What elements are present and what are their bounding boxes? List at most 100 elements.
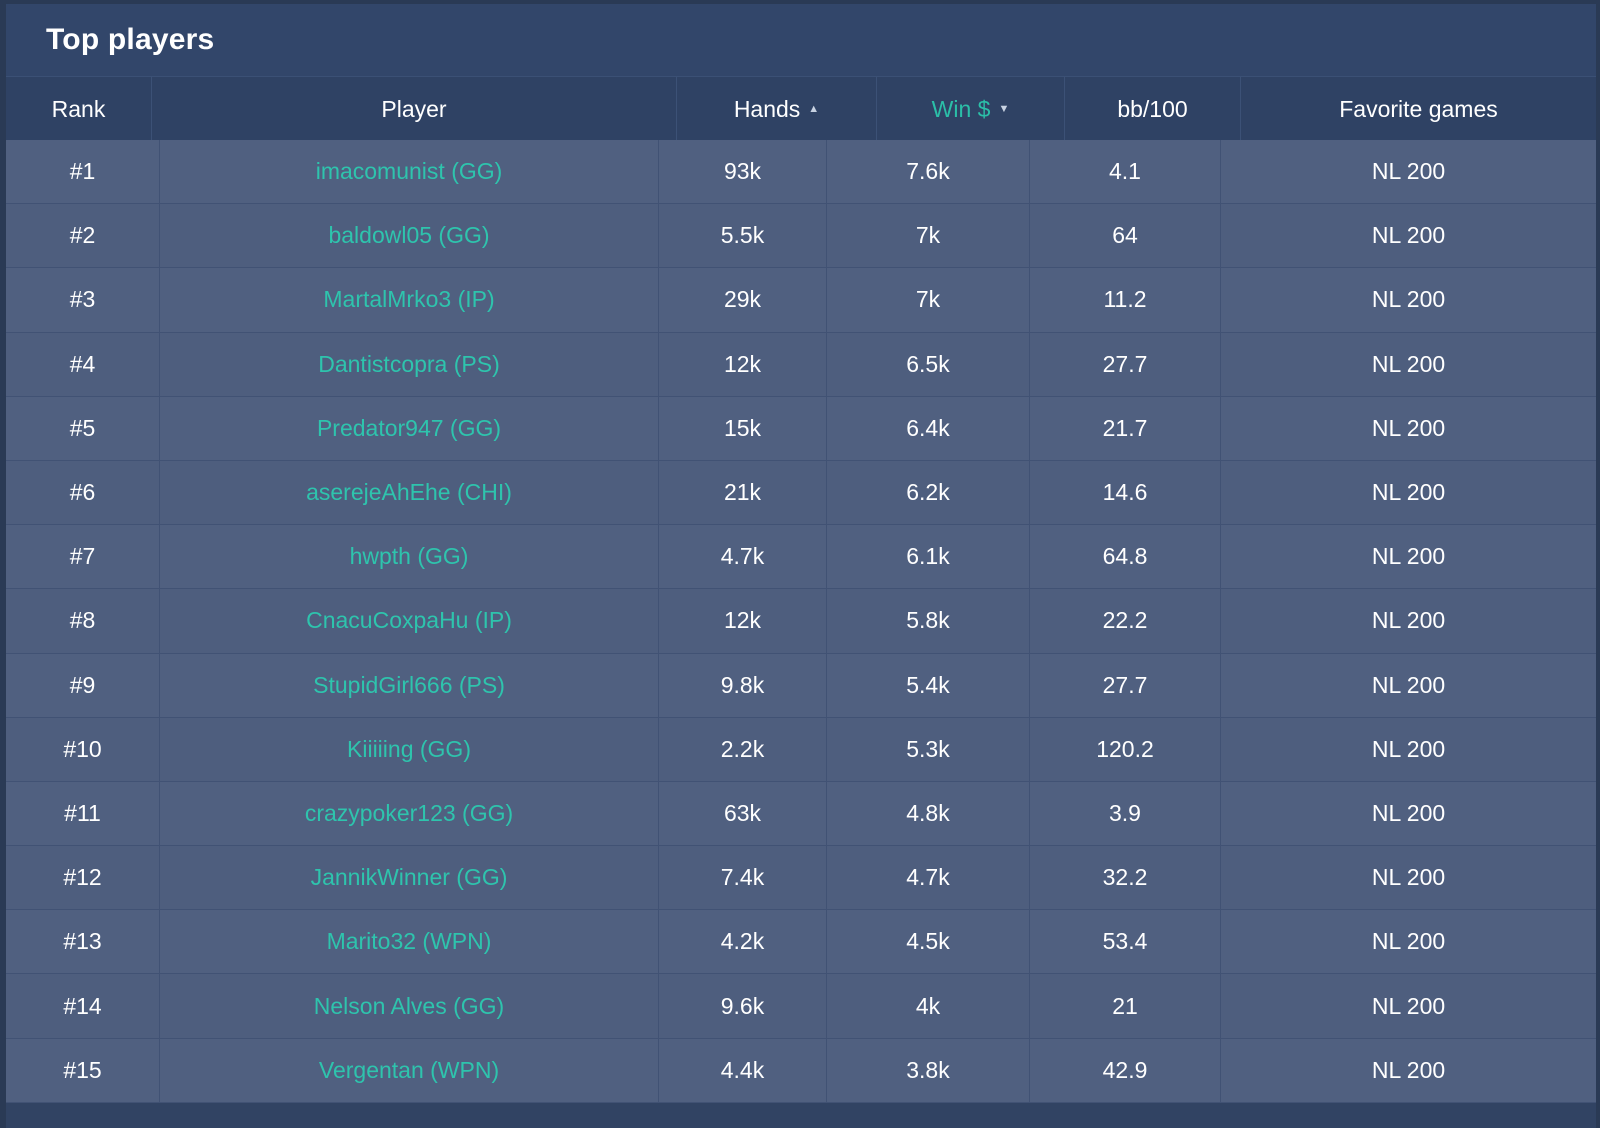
cell-favorite-games: NL 200 [1371,992,1446,1019]
table-row[interactable]: #13 Marito32 (WPN) 4.2k 4.5k 53.4 NL 200 [6,910,1596,975]
column-header-player[interactable]: Player [152,77,677,141]
cell-bb100: 64 [1030,204,1221,268]
cell-rank: #4 [6,332,160,396]
table-row[interactable]: #11 crazypoker123 (GG) 63k 4.8k 3.9 NL 200 [6,781,1596,847]
table-row[interactable]: #1 imacomunist (GG) 93k 7.6k 4.1 NL 200 [6,140,1596,205]
table-row[interactable]: #4 Dantistcopra (PS) 12k 6.5k 27.7 NL 200 [6,332,1596,397]
cell-hands: 93k [659,140,827,204]
cell-win: 4.5k [827,910,1030,974]
player-link[interactable]: Marito32 (WPN) [160,910,659,974]
cell-rank: #1 [6,140,160,204]
table-row[interactable]: #12 JannikWinner (GG) 7.4k 4.7k 32.2 NL 200 [6,846,1596,911]
cell-win: 4k [827,974,1030,1038]
cell-favorite-games: NL 200 [1371,1056,1446,1083]
player-link[interactable]: Vergentan (WPN) [160,1038,659,1102]
column-header-rank[interactable]: Rank [6,77,152,141]
cell-hands: 4.4k [659,1038,827,1102]
table-row[interactable]: #10 Kiiiiing (GG) 2.2k 5.3k 120.2 NL 200 [6,717,1596,782]
cell-rank: #15 [6,1038,160,1102]
cell-favorite-games: NL 200 [1371,350,1446,377]
table-row[interactable]: #3 MartalMrko3 (IP) 29k 7k 11.2 NL 200 [6,268,1596,333]
player-link[interactable]: hwpth (GG) [160,525,659,589]
cell-favorite-games: NL 200 [1371,158,1446,185]
table-row[interactable]: #6 aserejeAhEhe (CHI) 21k 6.2k 14.6 NL 200 [6,460,1596,526]
cell-win: 6.2k [827,460,1030,525]
player-link[interactable]: Dantistcopra (PS) [160,332,659,396]
cell-bb100: 3.9 [1030,781,1221,846]
table-row[interactable]: #8 CnacuCoxpaHu (IP) 12k 5.8k 22.2 NL 200 [6,589,1596,654]
cell-hands: 9.8k [659,653,827,717]
player-link[interactable]: Predator947 (GG) [160,396,659,460]
table-row[interactable]: #2 baldowl05 (GG) 5.5k 7k 64 NL 200 [6,204,1596,269]
cell-bb100: 14.6 [1030,460,1221,525]
cell-rank: #6 [6,460,160,525]
cell-rank: #11 [6,781,160,846]
column-header-player-label: Player [381,95,447,122]
column-header-favorite-games-label: Favorite games [1339,95,1498,122]
cell-hands: 4.2k [659,910,827,974]
title-bar: Top players [6,4,1596,76]
cell-rank: #12 [6,846,160,910]
table-row[interactable]: #7 hwpth (GG) 4.7k 6.1k 64.8 NL 200 [6,525,1596,590]
cell-favorite-games: NL 200 [1371,222,1446,249]
player-link[interactable]: CnacuCoxpaHu (IP) [160,589,659,653]
column-header-win-label: Win $ [931,95,991,122]
table-row[interactable]: #15 Vergentan (WPN) 4.4k 3.8k 42.9 NL 200 [6,1038,1596,1103]
cell-win: 5.8k [827,589,1030,653]
cell-bb100: 27.7 [1030,653,1221,717]
sort-ascending-icon: ▲ [808,102,820,115]
table-row[interactable]: #5 Predator947 (GG) 15k 6.4k 21.7 NL 200 [6,396,1596,461]
table-row[interactable]: #14 Nelson Alves (GG) 9.6k 4k 21 NL 200 [6,974,1596,1039]
column-header-bb100[interactable]: bb/100 [1065,77,1241,141]
player-link[interactable]: MartalMrko3 (IP) [160,268,659,332]
cell-favorite-games: NL 200 [1371,799,1446,826]
cell-bb100: 21 [1030,974,1221,1038]
cell-hands: 63k [659,781,827,846]
player-link[interactable]: crazypoker123 (GG) [160,781,659,846]
cell-win: 5.4k [827,653,1030,717]
cell-hands: 15k [659,396,827,460]
player-link[interactable]: JannikWinner (GG) [160,846,659,910]
table-row[interactable]: #9 StupidGirl666 (PS) 9.8k 5.4k 27.7 NL 200 [6,653,1596,718]
player-link[interactable]: imacomunist (GG) [160,140,659,204]
cell-win: 6.5k [827,332,1030,396]
cell-hands: 4.7k [659,525,827,589]
cell-favorite-games: NL 200 [1371,864,1446,891]
cell-win: 7k [827,204,1030,268]
player-link[interactable]: aserejeAhEhe (CHI) [160,460,659,525]
player-link[interactable]: Nelson Alves (GG) [160,974,659,1038]
cell-favorite-games: NL 200 [1371,543,1446,570]
cell-win: 7.6k [827,140,1030,204]
cell-rank: #14 [6,974,160,1038]
cell-favorite-games: NL 200 [1371,671,1446,698]
cell-hands: 21k [659,460,827,525]
cell-rank: #2 [6,204,160,268]
column-header-favorite-games[interactable]: Favorite games [1241,77,1596,141]
cell-rank: #3 [6,268,160,332]
player-link[interactable]: Kiiiiing (GG) [160,717,659,781]
cell-win: 6.4k [827,396,1030,460]
cell-bb100: 53.4 [1030,910,1221,974]
cell-favorite-games: NL 200 [1371,414,1446,441]
column-header-rank-label: Rank [51,95,106,122]
cell-bb100: 32.2 [1030,846,1221,910]
cell-rank: #9 [6,653,160,717]
cell-bb100: 4.1 [1030,140,1221,204]
column-header-win[interactable]: Win $ ▼ [877,77,1065,141]
table-body: #1 imacomunist (GG) 93k 7.6k 4.1 NL 200 #2 bald… [6,140,1596,1103]
cell-hands: 2.2k [659,717,827,781]
sort-descending-icon: ▼ [998,102,1010,115]
player-link[interactable]: baldowl05 (GG) [160,204,659,268]
cell-win: 4.7k [827,846,1030,910]
column-header-hands[interactable]: Hands ▲ [677,77,877,141]
cell-bb100: 22.2 [1030,589,1221,653]
cell-rank: #13 [6,910,160,974]
cell-hands: 12k [659,589,827,653]
cell-hands: 7.4k [659,846,827,910]
player-link[interactable]: StupidGirl666 (PS) [160,653,659,717]
cell-favorite-games: NL 200 [1371,735,1446,762]
column-header-hands-label: Hands [733,95,801,122]
cell-rank: #8 [6,589,160,653]
cell-favorite-games: NL 200 [1371,928,1446,955]
cell-hands: 12k [659,332,827,396]
